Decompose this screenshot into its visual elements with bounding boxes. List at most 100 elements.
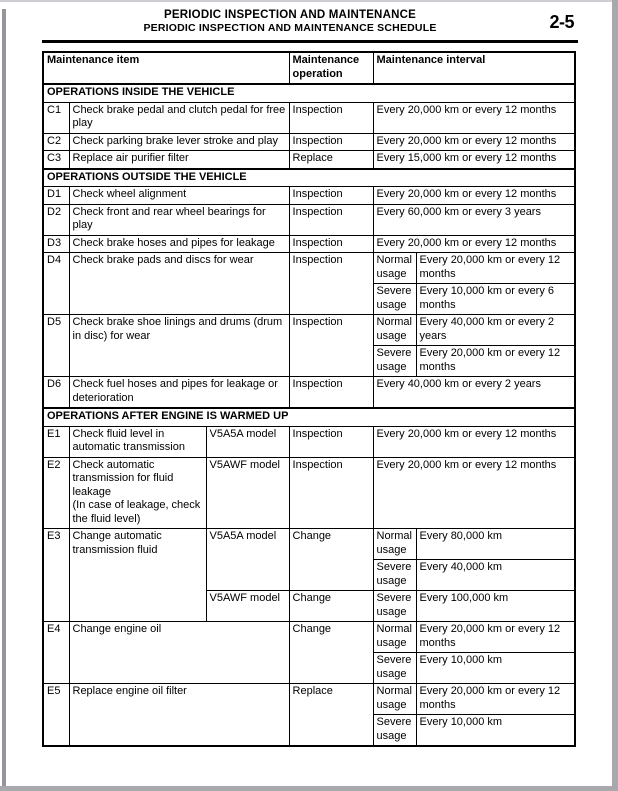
item-id-cell: D3: [42, 234, 70, 253]
usage-cell: Severe usage: [372, 652, 417, 684]
row-d4-severe: Severe usage Every 10,000 km or every 6 …: [43, 283, 576, 315]
item-id-cell: E1: [42, 425, 70, 458]
operation-cell: Inspection: [288, 101, 374, 134]
title-block: PERIODIC INSPECTION AND MAINTENANCE PERI…: [42, 8, 578, 35]
row-e4-normal: E4 Change engine oil Change Normal usage…: [42, 621, 576, 684]
item-id-cell: D4: [42, 252, 70, 315]
row-e3-v5a5a-severe: Severe usage Every 40,000 km: [43, 559, 576, 591]
operation-cell: Inspection: [288, 252, 374, 315]
row-e5-severe: Severe usage Every 10,000 km: [43, 714, 576, 747]
item-id-cell: E5: [42, 683, 70, 747]
interval-cell: Every 10,000 km or every 6 months: [415, 283, 576, 315]
row-d6: D6 Check fuel hoses and pipes for leakag…: [42, 376, 576, 409]
interval-cell: Every 80,000 km: [415, 528, 576, 560]
page-subtitle: PERIODIC INSPECTION AND MAINTENANCE SCHE…: [143, 22, 437, 34]
header-rule: [42, 40, 578, 43]
row-d5-normal: D5 Check brake shoe linings and drums (d…: [42, 314, 576, 377]
row-e3-v5awf-severe: V5AWF model Change Severe usage Every 10…: [43, 590, 576, 622]
row-d2: D2 Check front and rear wheel bearings f…: [42, 203, 576, 236]
usage-cell: Severe usage: [372, 714, 417, 747]
interval-cell: Every 20,000 km or every 12 months: [415, 683, 576, 715]
column-header-maintenance-item: Maintenance item: [42, 51, 290, 85]
row-c3: C3 Replace air purifier filter Replace E…: [42, 150, 576, 169]
interval-cell: Every 100,000 km: [415, 590, 576, 622]
section-row-outside-vehicle: OPERATIONS OUTSIDE THE VEHICLE: [42, 167, 576, 187]
usage-cell: Normal usage: [372, 621, 417, 653]
interval-cell: Every 40,000 km: [415, 559, 576, 591]
row-e5-normal: E5 Replace engine oil filter Replace Nor…: [42, 683, 576, 747]
item-id-cell: E2: [42, 456, 70, 529]
usage-cell: Normal usage: [372, 314, 417, 346]
item-cell: Check fuel hoses and pipes for leakage o…: [68, 376, 290, 409]
section-title: OPERATIONS INSIDE THE VEHICLE: [42, 83, 576, 103]
column-header-maintenance-operation: Maintenance operation: [288, 51, 374, 85]
item-id-cell: D2: [42, 203, 70, 236]
section-row-inside-vehicle: OPERATIONS INSIDE THE VEHICLE: [42, 83, 576, 103]
item-cell: Check brake hoses and pipes for leakage: [68, 234, 290, 253]
operation-cell: Change: [288, 590, 374, 622]
page-number: 2-5: [549, 12, 574, 32]
row-d4-normal: D4 Check brake pads and discs for wear I…: [42, 252, 576, 315]
column-header-maintenance-interval: Maintenance interval: [372, 51, 576, 85]
item-cell: Check brake pads and discs for wear: [68, 252, 290, 315]
row-e1: E1 Check fluid level in automatic transm…: [42, 425, 576, 458]
operation-cell: Inspection: [288, 314, 374, 377]
maintenance-schedule-table: Maintenance item Maintenance operation M…: [42, 51, 577, 747]
operation-cell: Inspection: [288, 132, 374, 151]
usage-cell: Severe usage: [372, 590, 417, 622]
operation-cell: Inspection: [288, 203, 374, 236]
model-cell: V5A5A model: [205, 528, 290, 591]
item-cell: Change automatic transmission fluid: [68, 528, 207, 622]
interval-cell: Every 20,000 km or every 12 months: [372, 456, 576, 529]
interval-cell: Every 20,000 km or every 12 months: [415, 621, 576, 653]
interval-cell: Every 10,000 km: [415, 652, 576, 684]
item-id-cell: C1: [42, 101, 70, 134]
usage-cell: Normal usage: [372, 528, 417, 560]
item-id-cell: E3: [42, 528, 70, 622]
item-id-cell: D1: [42, 186, 70, 205]
interval-cell: Every 15,000 km or every 12 months: [372, 150, 576, 169]
interval-cell: Every 20,000 km or every 12 months: [415, 345, 576, 377]
item-cell: Check parking brake lever stroke and pla…: [68, 132, 290, 151]
row-e2: E2 Check automatic transmission for flui…: [42, 456, 576, 529]
item-id-cell: C3: [42, 150, 70, 169]
operation-cell: Inspection: [288, 456, 374, 529]
interval-cell: Every 20,000 km or every 12 months: [372, 186, 576, 205]
usage-cell: Severe usage: [372, 283, 417, 315]
operation-cell: Change: [288, 528, 374, 591]
item-cell: Check fluid level in automatic transmiss…: [68, 425, 207, 458]
interval-cell: Every 10,000 km: [415, 714, 576, 747]
operation-cell: Replace: [288, 683, 374, 747]
row-d5-severe: Severe usage Every 20,000 km or every 12…: [43, 345, 576, 377]
interval-cell: Every 20,000 km or every 12 months: [372, 101, 576, 134]
item-cell: Replace air purifier filter: [68, 150, 290, 169]
section-row-engine-warmed-up: OPERATIONS AFTER ENGINE IS WARMED UP: [42, 407, 576, 427]
item-cell: Replace engine oil filter: [68, 683, 290, 747]
document-header: PERIODIC INSPECTION AND MAINTENANCE PERI…: [42, 8, 578, 43]
interval-cell: Every 20,000 km or every 12 months: [372, 234, 576, 253]
interval-cell: Every 60,000 km or every 3 years: [372, 203, 576, 236]
item-cell: Check brake pedal and clutch pedal for f…: [68, 101, 290, 134]
usage-cell: Normal usage: [372, 252, 417, 284]
interval-cell: Every 20,000 km or every 12 months: [415, 252, 576, 284]
table-header-row: Maintenance item Maintenance operation M…: [42, 51, 576, 85]
page-edge-right: [612, 0, 618, 791]
usage-cell: Normal usage: [372, 683, 417, 715]
interval-cell: Every 40,000 km or every 2 years: [372, 376, 576, 409]
page-title: PERIODIC INSPECTION AND MAINTENANCE: [164, 9, 416, 21]
model-cell: V5AWF model: [205, 456, 290, 529]
operation-cell: Inspection: [288, 376, 374, 409]
usage-cell: Severe usage: [372, 559, 417, 591]
section-title: OPERATIONS AFTER ENGINE IS WARMED UP: [42, 407, 576, 427]
row-c1: C1 Check brake pedal and clutch pedal fo…: [42, 101, 576, 134]
item-id-cell: C2: [42, 132, 70, 151]
model-cell: V5A5A model: [205, 425, 290, 458]
page-edge-bottom: [0, 786, 618, 791]
operation-cell: Inspection: [288, 234, 374, 253]
interval-cell: Every 20,000 km or every 12 months: [372, 132, 576, 151]
row-c2: C2 Check parking brake lever stroke and …: [42, 132, 576, 151]
row-e4-severe: Severe usage Every 10,000 km: [43, 652, 576, 684]
item-cell: Check front and rear wheel bearings for …: [68, 203, 290, 236]
page-edge-top: [0, 0, 618, 2]
usage-cell: Severe usage: [372, 345, 417, 377]
